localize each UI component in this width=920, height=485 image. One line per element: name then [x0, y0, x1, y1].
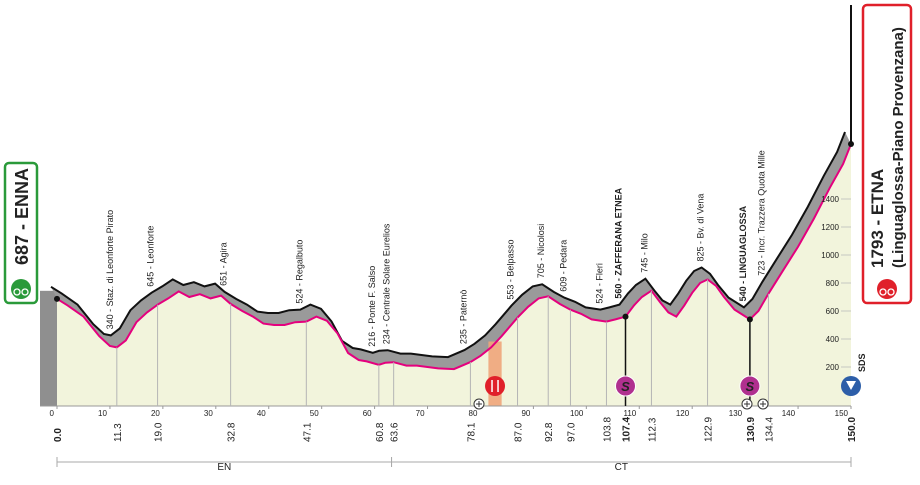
finish-marker-glyph — [846, 381, 856, 390]
relief-band — [51, 132, 851, 370]
sprint-label: S — [621, 379, 630, 394]
x-tick-label: 30 — [204, 409, 213, 418]
y-tick-label: 1000 — [821, 251, 839, 260]
start-km: 0.0 — [53, 428, 64, 442]
finish-km: 150.0 — [847, 417, 858, 442]
y-tick-label: 1400 — [821, 195, 839, 204]
sprint-icon — [615, 375, 637, 397]
finish-label: 1793 - ETNA — [868, 169, 887, 268]
waypoint-label: 524 - Regalbuto — [294, 240, 304, 304]
crossing-glyph — [476, 401, 482, 407]
x-tick-label: 20 — [151, 409, 160, 418]
waypoint-km: 60.8 — [375, 422, 386, 442]
sprint-label: S — [746, 379, 755, 394]
waypoint-label: 340 - Staz. di Leonforte Pirato — [105, 210, 115, 330]
feed-icon — [485, 376, 506, 396]
waypoint-km: 112.3 — [647, 417, 658, 442]
waypoint-label: 723 - Incr. Trazzera Quota Mille — [756, 150, 766, 276]
province-label: CT — [615, 462, 628, 473]
x-tick-label: 130 — [729, 409, 743, 418]
finish-box — [861, 3, 913, 305]
waypoint-km: 130.9 — [746, 417, 757, 442]
waypoint-label: 553 - Belpasso — [506, 240, 516, 300]
crossing-glyph — [744, 401, 750, 407]
province-label: EN — [217, 462, 231, 473]
y-tick-label: 1200 — [821, 223, 839, 232]
waypoint-km: 97.0 — [566, 422, 577, 442]
feed-icon-glyph — [491, 380, 499, 392]
waypoint-label: 216 - Ponte F. Salso — [367, 266, 377, 347]
waypoint-label: 235 - Paternò — [458, 290, 468, 345]
sprint-icon — [739, 375, 761, 397]
waypoint-label: 645 - Leonforte — [146, 226, 156, 287]
marks-layer: 200 400 600 800 1000 1200 1400 0 10 20 30 40 50 60 70 8… — [40, 5, 867, 473]
x-tick-label: 70 — [416, 409, 425, 418]
start-wall — [40, 290, 57, 406]
finish-marker-label: SDS — [857, 353, 867, 372]
x-tick-label: 150 — [835, 409, 849, 418]
finish-point — [848, 140, 854, 147]
crossing-glyph — [760, 401, 766, 407]
profile-layer — [40, 131, 851, 406]
waypoint-label: 524 - Fleri — [594, 263, 604, 304]
waypoint-km: 32.8 — [227, 422, 238, 442]
waypoint-label: 651 - Agira — [219, 242, 229, 286]
relief-edge — [50, 131, 846, 359]
x-tick-label: 10 — [98, 409, 107, 418]
waypoint-km: 19.0 — [154, 422, 165, 442]
bike-wheel — [21, 288, 29, 296]
bike-wheel — [13, 288, 21, 296]
start-point — [54, 295, 60, 302]
waypoint-label: 234 - Centrale Solare Eurelios — [382, 223, 392, 344]
start-icon — [11, 279, 31, 299]
waypoint-km: 78.1 — [466, 422, 477, 442]
start-box — [3, 161, 39, 305]
x-tick-label: 110 — [624, 409, 637, 418]
y-tick-label: 400 — [826, 335, 840, 344]
y-tick-label: 800 — [826, 279, 840, 288]
x-tick-label: 40 — [257, 409, 266, 418]
waypoint-km: 134.4 — [764, 417, 775, 442]
waypoint-label: 745 - Milo — [639, 233, 649, 273]
waypoint-label: 560 - ZAFFERANA ETNEA — [614, 187, 624, 298]
finish-icon — [877, 279, 897, 299]
waypoint-km: 11.3 — [113, 423, 124, 442]
x-tick-label: 0 — [50, 409, 55, 418]
waypoint-km: 103.8 — [602, 417, 613, 442]
profile-line — [56, 143, 852, 371]
x-tick-label: 60 — [363, 409, 372, 418]
x-tick-label: 100 — [570, 409, 584, 418]
waypoint-km: 92.8 — [544, 422, 555, 442]
waypoint-km: 47.1 — [302, 422, 313, 442]
waypoint-km: 107.4 — [622, 417, 633, 442]
ground-fill — [57, 144, 851, 406]
x-tick-label: 90 — [521, 409, 530, 418]
waypoint-label: 705 - Nicolosi — [536, 224, 546, 279]
x-tick-label: 140 — [782, 409, 796, 418]
waypoint-dot — [622, 313, 629, 320]
bike-wheel — [879, 288, 887, 296]
start-label: 687 - ENNA — [12, 168, 32, 265]
bike-wheel — [887, 288, 895, 296]
waypoint-label: 540 - LINGUAGLOSSA — [738, 205, 748, 301]
x-tick-label: 120 — [676, 409, 690, 418]
finish-sublabel: (Linguaglossa-Piano Provenzana) — [890, 27, 907, 268]
y-tick-label: 200 — [826, 363, 840, 372]
waypoint-km: 63.6 — [390, 422, 401, 442]
x-tick-label: 80 — [469, 409, 478, 418]
waypoint-km: 87.0 — [514, 422, 525, 442]
waypoint-label: 609 - Pedara — [558, 240, 568, 292]
y-tick-label: 600 — [826, 307, 840, 316]
waypoint-dot — [746, 316, 753, 323]
feed-zone — [488, 341, 502, 406]
waypoint-km: 122.9 — [704, 417, 715, 442]
x-tick-label: 50 — [310, 409, 319, 418]
waypoint-label: 825 - Bv. di Vena — [696, 194, 706, 262]
